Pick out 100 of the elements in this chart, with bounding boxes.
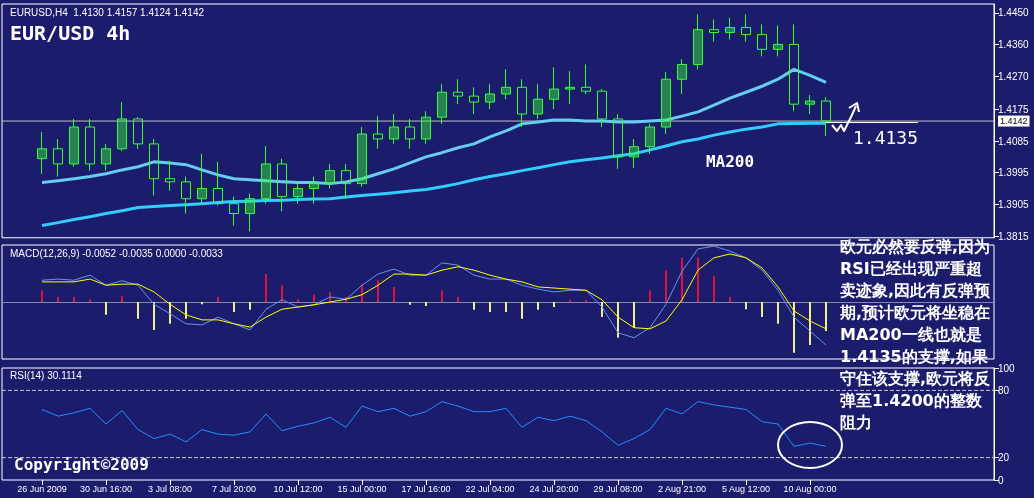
bar <box>617 302 619 338</box>
line-series <box>40 121 828 227</box>
candlestick <box>453 78 463 105</box>
bar <box>73 296 75 302</box>
bar <box>569 299 571 302</box>
candlestick <box>613 113 623 170</box>
bar <box>217 296 219 302</box>
candlestick <box>629 138 639 169</box>
x-tick-label: 24 Jul 20:00 <box>529 483 579 494</box>
bar <box>377 280 379 302</box>
bar <box>505 302 507 313</box>
line-series <box>41 401 827 447</box>
candlestick <box>821 96 831 137</box>
candlestick <box>229 196 239 226</box>
candlestick <box>533 83 543 120</box>
candlestick <box>69 118 79 168</box>
chart-title: EURUSD,H4 1.4130 1.4157 1.4124 1.4142 <box>10 6 205 18</box>
bar <box>729 296 731 302</box>
y-tick-label: 1.3905 <box>998 198 1030 210</box>
candlestick <box>117 101 127 152</box>
x-tick-label: 2 Aug 21:00 <box>657 483 707 494</box>
x-tick-label: 15 Jul 00:00 <box>337 483 387 494</box>
candlestick <box>181 176 191 214</box>
bar <box>793 302 795 353</box>
bar <box>441 290 443 302</box>
candlestick <box>485 83 495 110</box>
chart-title: MACD(12,26,9) -0.0052 -0.0035 0.0000 -0.0033 <box>10 247 224 259</box>
candlestick <box>309 176 319 205</box>
text: 1.4135 <box>826 122 918 148</box>
bar <box>825 302 827 332</box>
y-tick-label: 1.4175 <box>998 103 1030 115</box>
candlestick <box>581 63 591 95</box>
y-tick-label: 20 <box>998 452 1010 464</box>
annotation: Copyright©2009 <box>14 455 149 474</box>
y-tick-label: 1.4360 <box>998 38 1030 50</box>
x-tick-label: 17 Jul 16:00 <box>401 483 451 494</box>
candlestick <box>197 153 207 205</box>
candlestick <box>565 70 575 105</box>
text: EUR/USD 4h <box>10 21 131 45</box>
candlestick <box>773 24 783 57</box>
candlestick <box>133 116 143 150</box>
candlestick <box>709 18 719 43</box>
candlestick <box>693 14 703 70</box>
bar <box>713 276 715 302</box>
candlestick <box>245 192 255 232</box>
bar <box>89 299 91 302</box>
candlestick <box>261 145 271 205</box>
x-tick-label: 29 Jul 08:00 <box>593 483 643 494</box>
candlestick <box>725 17 735 40</box>
bar <box>521 302 523 319</box>
bar <box>809 302 811 346</box>
bar <box>137 302 139 319</box>
x-tick-label: 3 Jul 08:00 <box>147 483 193 494</box>
candlestick <box>389 113 399 145</box>
candlestick <box>789 23 799 112</box>
bar <box>665 270 667 302</box>
bar <box>649 290 651 302</box>
bar <box>777 302 779 324</box>
x-tick-label: 7 Jul 20:00 <box>211 483 257 494</box>
bar <box>425 302 427 306</box>
candlestick <box>757 23 767 57</box>
candlestick <box>421 110 431 145</box>
bar <box>745 302 747 310</box>
bar <box>457 296 459 302</box>
candlestick <box>101 143 111 172</box>
bar <box>633 302 635 328</box>
candlestick <box>517 78 527 128</box>
bar <box>121 295 123 302</box>
candlestick <box>805 94 815 115</box>
y-tick-label: 100 <box>998 362 1016 374</box>
candlestick <box>341 163 351 200</box>
bar <box>553 302 555 308</box>
y-tick-label: 80 <box>998 384 1010 396</box>
bar <box>697 257 699 302</box>
candlestick <box>373 115 383 150</box>
x-tick-label: 10 Aug 00:00 <box>783 483 837 494</box>
bar <box>393 286 395 302</box>
bar <box>57 296 59 302</box>
candlestick <box>549 66 559 110</box>
bar <box>41 290 43 302</box>
candlestick <box>85 118 95 172</box>
x-tick-label: 22 Jul 04:00 <box>465 483 515 494</box>
candlestick <box>645 123 655 155</box>
x-tick-label: 26 Jun 2009 <box>17 483 67 494</box>
y-tick-label: 1.4085 <box>998 135 1030 147</box>
candlestick <box>165 160 175 192</box>
candlestick <box>277 158 287 212</box>
candlestick <box>501 68 511 100</box>
y-tick-label: 1.4450 <box>998 7 1030 19</box>
line-series <box>40 67 828 186</box>
bar <box>105 302 107 315</box>
bar <box>201 302 203 305</box>
bar <box>537 302 539 310</box>
bar <box>265 274 267 302</box>
candlestick <box>661 71 671 135</box>
candlestick <box>597 88 607 128</box>
bar <box>313 294 315 302</box>
bar <box>233 302 235 313</box>
bar <box>473 302 475 310</box>
candlestick <box>149 138 159 197</box>
